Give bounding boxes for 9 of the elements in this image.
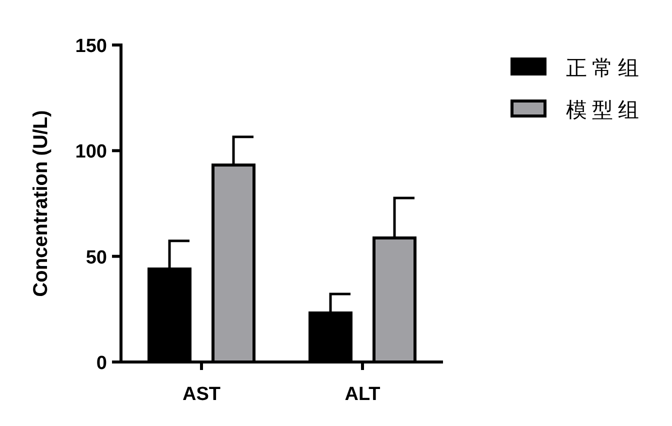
y-tick-label: 100 (75, 142, 107, 163)
y-tick-label: 150 (75, 36, 107, 57)
legend-label: 模型组 (566, 99, 644, 122)
legend-label: 正常组 (566, 57, 644, 80)
y-tick-label: 50 (86, 247, 107, 268)
y-axis-title: Concentration (U/L) (30, 110, 52, 297)
y-tick-label: 0 (96, 353, 107, 374)
x-tick-label: ALT (344, 384, 381, 405)
x-tick-label: AST (182, 384, 221, 405)
